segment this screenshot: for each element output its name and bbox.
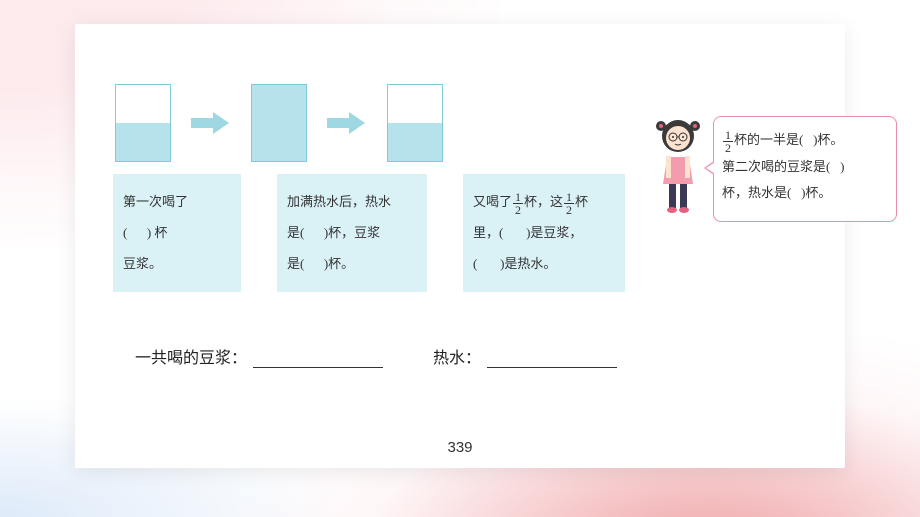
bottom-item-2: 热水：	[433, 344, 617, 368]
tb3-l1a: 又喝了	[473, 194, 512, 209]
tb2-l2a: 是(	[287, 225, 304, 240]
cups-row	[115, 84, 443, 162]
bottom-label-1: 一共喝的豆浆：	[135, 344, 247, 368]
girl-character	[651, 116, 705, 226]
tb3-l3b: )是热水。	[500, 256, 556, 271]
tb3-l1b: 杯，这	[524, 194, 563, 209]
arrow-2-icon	[327, 112, 367, 134]
cup-3	[387, 84, 443, 162]
frac-3-d: 2	[723, 142, 733, 154]
frac-2-n: 1	[564, 191, 574, 204]
tb3-l2a: 里，(	[473, 225, 503, 240]
tb2-l2b: )杯，豆浆	[324, 225, 380, 240]
tb3-line2: 里，( )是豆浆，	[473, 217, 615, 248]
content-card: 第一次喝了 ( ) 杯 豆浆。 加满热水后，热水 是( )杯，豆浆 是( )杯。…	[75, 24, 845, 468]
frac-3: 12	[723, 129, 733, 154]
underline-1	[253, 346, 383, 368]
cup-3-fill	[388, 123, 442, 161]
bubble-l1b: )杯。	[813, 132, 843, 147]
tb1-l2b: ) 杯	[147, 225, 168, 240]
tb3-l3a: (	[473, 256, 477, 271]
frac-1-d: 2	[513, 204, 523, 216]
bottom-item-1: 一共喝的豆浆：	[135, 344, 383, 368]
textbox-3: 又喝了12杯，这12杯 里，( )是豆浆， ( )是热水。	[463, 174, 625, 292]
bubble-line2: 第二次喝的豆浆是( )	[722, 154, 888, 180]
bottom-label-2: 热水：	[433, 344, 481, 368]
textbox-1: 第一次喝了 ( ) 杯 豆浆。	[113, 174, 241, 292]
tb2-l3b: )杯。	[324, 256, 354, 271]
tb1-line3: 豆浆。	[123, 248, 231, 279]
tb3-line3: ( )是热水。	[473, 248, 615, 279]
arrow-1-icon	[191, 112, 231, 134]
tb2-l3a: 是(	[287, 256, 304, 271]
bubble-line3: 杯，热水是( )杯。	[722, 180, 888, 206]
bubble-l3a: 杯，热水是(	[722, 185, 791, 200]
frac-3-n: 1	[723, 129, 733, 142]
bubble-l1a: 杯的一半是(	[734, 132, 803, 147]
tb1-l2a: (	[123, 225, 127, 240]
tb2-line1: 加满热水后，热水	[287, 186, 417, 217]
bottom-answers: 一共喝的豆浆： 热水：	[135, 344, 617, 368]
tb3-l1c: 杯	[575, 194, 588, 209]
tb2-line2: 是( )杯，豆浆	[287, 217, 417, 248]
tb3-line1: 又喝了12杯，这12杯	[473, 186, 615, 217]
cup-1-fill	[116, 123, 170, 161]
tb3-l2b: )是豆浆，	[526, 225, 582, 240]
tb1-line2: ( ) 杯	[123, 217, 231, 248]
textbox-2: 加满热水后，热水 是( )杯，豆浆 是( )杯。	[277, 174, 427, 292]
tb2-line3: 是( )杯。	[287, 248, 417, 279]
underline-2	[487, 346, 617, 368]
frac-1: 12	[513, 191, 523, 216]
page-number: 339	[447, 439, 472, 456]
cup-2	[251, 84, 307, 162]
cup-2-fill	[252, 85, 306, 161]
bubble-line1: 12杯的一半是( )杯。	[722, 127, 888, 154]
speech-bubble: 12杯的一半是( )杯。 第二次喝的豆浆是( ) 杯，热水是( )杯。	[713, 116, 897, 222]
bubble-l2b: )	[840, 159, 844, 174]
frac-2: 12	[564, 191, 574, 216]
cup-1	[115, 84, 171, 162]
frac-1-n: 1	[513, 191, 523, 204]
bubble-l3b: )杯。	[801, 185, 831, 200]
frac-2-d: 2	[564, 204, 574, 216]
bubble-l2a: 第二次喝的豆浆是(	[722, 159, 830, 174]
tb1-line1: 第一次喝了	[123, 186, 231, 217]
